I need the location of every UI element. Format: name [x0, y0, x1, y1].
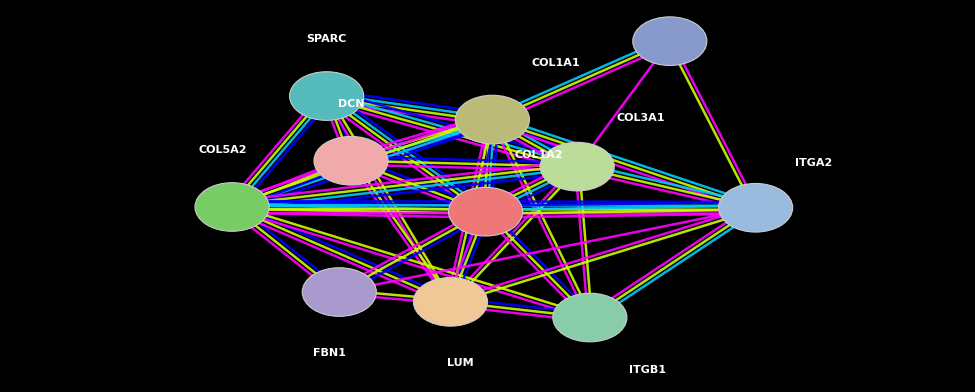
Ellipse shape [719, 183, 793, 232]
Text: DCN: DCN [337, 99, 365, 109]
Ellipse shape [314, 136, 388, 185]
Ellipse shape [290, 72, 364, 120]
Text: ITGB1: ITGB1 [629, 365, 666, 376]
Ellipse shape [195, 183, 269, 231]
Ellipse shape [413, 278, 488, 326]
Text: COL5A2: COL5A2 [198, 145, 247, 155]
Ellipse shape [302, 268, 376, 316]
Ellipse shape [553, 293, 627, 342]
Ellipse shape [448, 187, 523, 236]
Text: COL3A1: COL3A1 [616, 113, 665, 123]
Text: LUM: LUM [447, 358, 474, 368]
Text: SPARC: SPARC [306, 34, 347, 44]
Text: FBN1: FBN1 [313, 348, 346, 358]
Text: ITGA2: ITGA2 [795, 158, 832, 168]
Ellipse shape [455, 95, 529, 144]
Ellipse shape [633, 17, 707, 65]
Ellipse shape [540, 142, 614, 191]
Text: COL1A1: COL1A1 [531, 58, 580, 68]
Text: COL1A2: COL1A2 [515, 150, 564, 160]
